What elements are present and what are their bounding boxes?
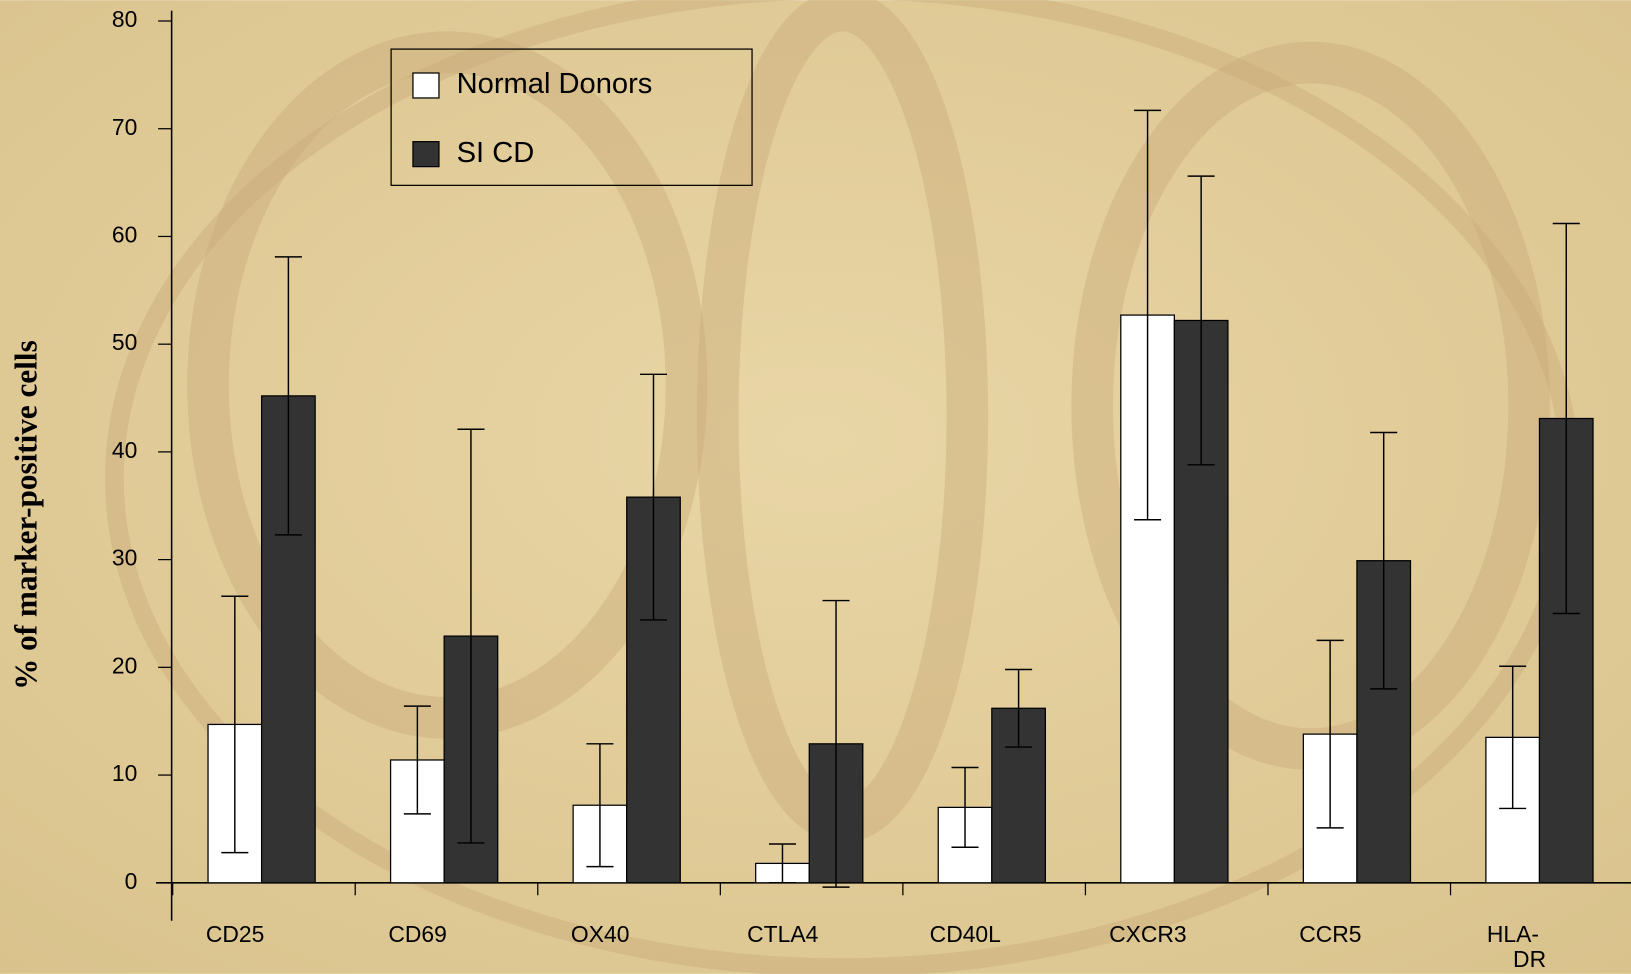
y-tick-label: 20	[112, 652, 137, 678]
error-bar	[274, 256, 302, 536]
legend-label: Normal Donors	[457, 68, 653, 100]
y-tick-label: 70	[112, 114, 137, 140]
legend-box	[390, 48, 753, 186]
y-tick-label: 50	[112, 329, 137, 355]
error-bar	[221, 595, 249, 854]
x-tick-label: CD25	[206, 921, 264, 947]
legend: Normal Donors SI CD	[390, 48, 753, 186]
error-bar	[1552, 222, 1580, 615]
error-bar	[1134, 109, 1162, 521]
x-tick-label: CTLA4	[747, 921, 818, 947]
legend-swatch	[412, 141, 440, 168]
x-tick-label: CXCR3	[1109, 921, 1187, 947]
y-tick-label: 80	[112, 6, 137, 32]
x-tick-label: CD40L	[930, 921, 1001, 947]
x-tick-label: HLA-DR	[1487, 921, 1546, 972]
error-bar	[1005, 668, 1033, 748]
x-tick-label: CD69	[388, 921, 446, 947]
y-axis-title: % of marker-positive cells	[8, 340, 43, 690]
error-bar	[403, 705, 431, 815]
error-bar	[586, 743, 614, 868]
error-bar	[1499, 665, 1527, 810]
plot-area: 0 10 20 30 40 50 60 70 80 CD25 CD69 OX40 CTLA4 CD40L C…	[112, 6, 1594, 972]
y-tick-label: 30	[112, 545, 137, 571]
error-bar	[639, 373, 668, 621]
legend-label: SI CD	[457, 137, 535, 169]
error-bar	[457, 428, 485, 844]
y-tick-label: 40	[112, 437, 137, 463]
error-bar	[1370, 431, 1398, 690]
error-bar	[951, 766, 979, 848]
error-bar	[1187, 175, 1215, 466]
legend-swatch	[412, 72, 440, 99]
y-tick-label: 60	[112, 221, 137, 247]
y-tick-label: 0	[125, 868, 138, 894]
y-tick-label: 10	[112, 760, 137, 786]
x-tick-label: CCR5	[1299, 921, 1361, 947]
error-bar	[822, 599, 850, 888]
x-tick-label: OX40	[571, 921, 630, 947]
error-bar	[768, 843, 796, 884]
error-bar	[1316, 639, 1344, 829]
